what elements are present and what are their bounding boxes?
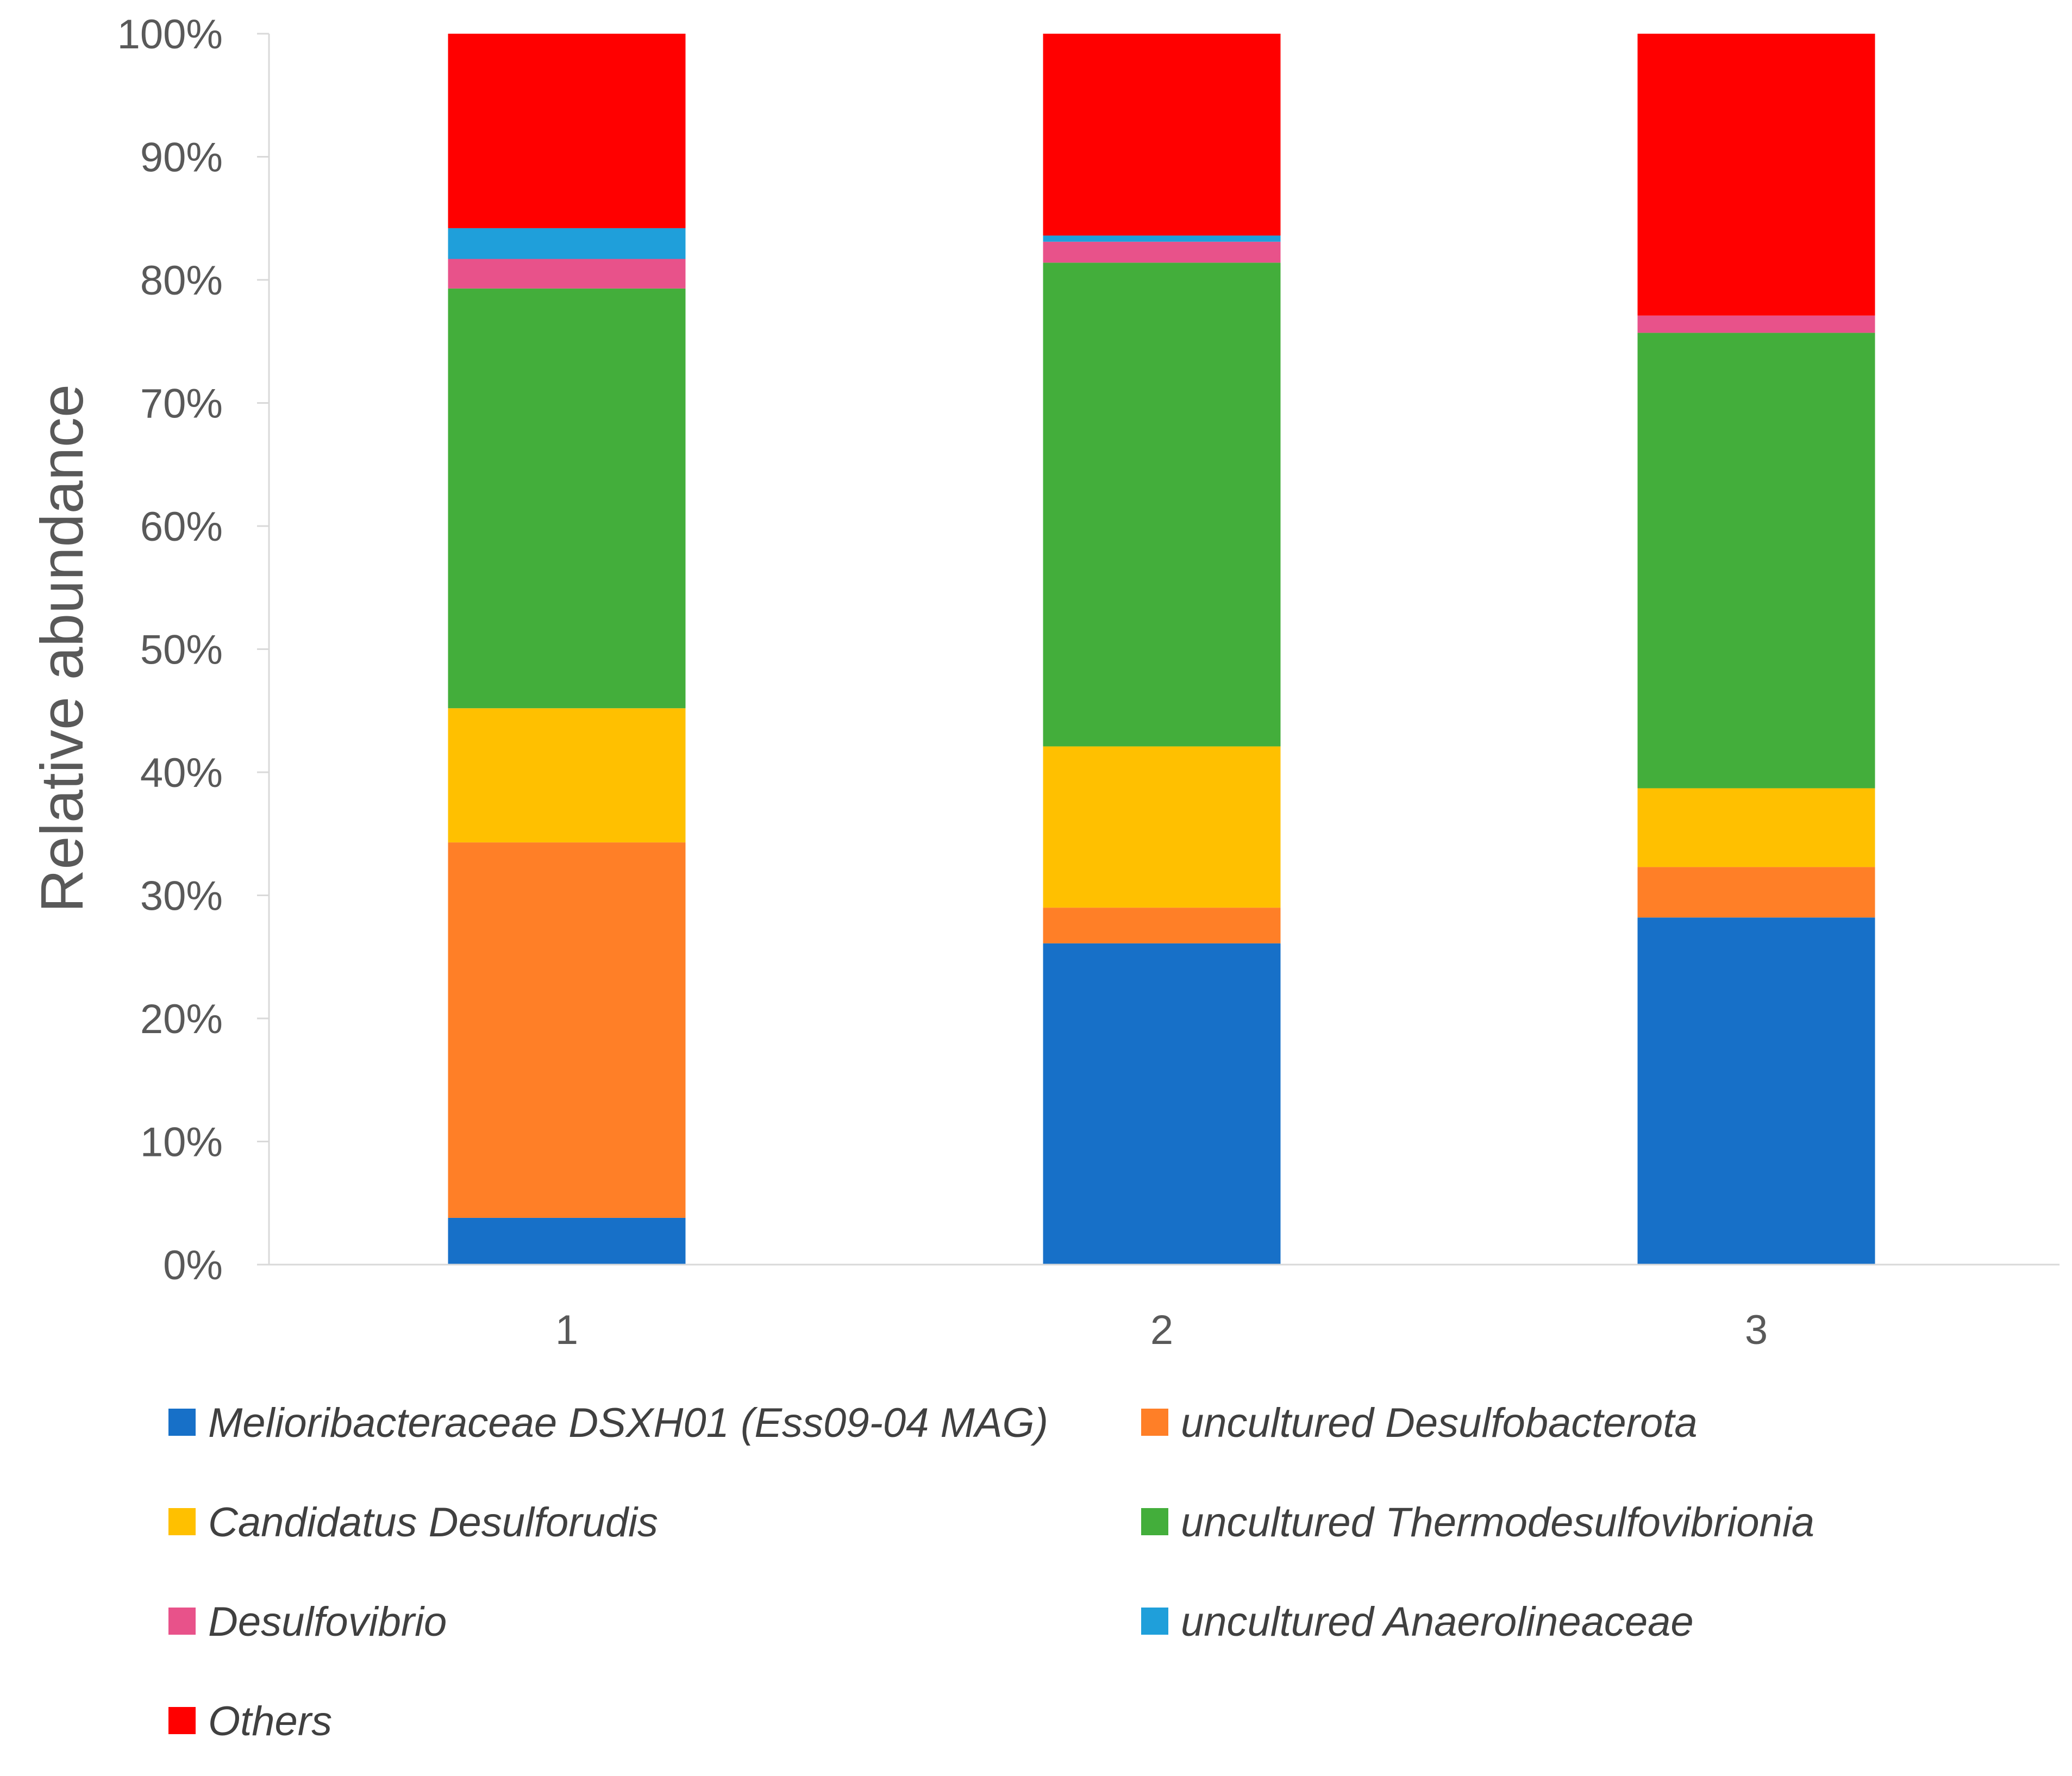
y-axis-ticks: 0% 10% 20% 30% 40% 50% 60% 70% 80% 90% 100% <box>117 11 269 1289</box>
x-tick-label: 3 <box>1745 1307 1768 1353</box>
legend-label: Melioribacteraceae DSXH01 (Ess09-04 MAG) <box>208 1400 1048 1446</box>
legend-swatch <box>168 1409 196 1436</box>
bar-segment <box>448 34 686 228</box>
bar-segment <box>1043 908 1281 943</box>
bars <box>448 34 1875 1265</box>
legend-label: uncultured Thermodesulfovibrionia <box>1181 1499 1814 1546</box>
axes <box>268 34 2060 1266</box>
legend-item: Others <box>168 1698 332 1744</box>
x-tick-label: 1 <box>555 1307 578 1353</box>
bar-segment <box>448 288 686 709</box>
legend-item: Melioribacteraceae DSXH01 (Ess09-04 MAG) <box>168 1400 1048 1446</box>
y-tick-label: 20% <box>140 996 223 1042</box>
x-tick-label: 2 <box>1150 1307 1173 1353</box>
bar-segment <box>1043 746 1281 908</box>
bar-segment <box>448 228 686 259</box>
bar-segment <box>1637 917 1875 1265</box>
bar-segment <box>1043 262 1281 747</box>
y-tick-label: 80% <box>140 258 223 304</box>
legend-swatch <box>168 1508 196 1535</box>
bar-segment <box>1043 34 1281 236</box>
legend-item: Candidatus Desulforudis <box>168 1499 658 1546</box>
legend-swatch <box>168 1608 196 1635</box>
legend-swatch <box>168 1707 196 1734</box>
bar-segment <box>1043 235 1281 242</box>
y-tick-label: 0% <box>163 1242 223 1289</box>
y-tick-label: 30% <box>140 873 223 920</box>
legend-swatch <box>1141 1608 1168 1635</box>
legend-label: Others <box>208 1698 332 1744</box>
bar-segment <box>448 259 686 289</box>
bar-segment <box>1637 34 1875 316</box>
y-tick-label: 70% <box>140 381 223 427</box>
legend: Melioribacteraceae DSXH01 (Ess09-04 MAG)… <box>168 1400 1814 1744</box>
y-tick-label: 40% <box>140 750 223 796</box>
bar-segment <box>448 708 686 843</box>
legend-item: uncultured Anaerolineaceae <box>1141 1599 1694 1645</box>
y-tick-label: 90% <box>140 135 223 181</box>
legend-item: Desulfovibrio <box>168 1599 447 1645</box>
bar-segment <box>1043 943 1281 1265</box>
legend-label: uncultured Desulfobacterota <box>1181 1400 1698 1446</box>
bar-segment <box>1043 241 1281 263</box>
bar-segment <box>448 1217 686 1265</box>
x-axis-ticks: 1 2 3 <box>555 1307 1768 1353</box>
y-axis-title: Relative abundance <box>29 384 96 912</box>
y-tick-label: 10% <box>140 1120 223 1166</box>
y-tick-label: 60% <box>140 504 223 550</box>
y-tick-label: 50% <box>140 627 223 673</box>
bar-segment <box>1637 788 1875 867</box>
legend-label: Desulfovibrio <box>208 1599 447 1645</box>
legend-label: Candidatus Desulforudis <box>208 1499 658 1546</box>
bar-segment <box>1637 315 1875 333</box>
legend-item: uncultured Thermodesulfovibrionia <box>1141 1499 1814 1546</box>
legend-item: uncultured Desulfobacterota <box>1141 1400 1698 1446</box>
bar-segment <box>448 842 686 1218</box>
bar-segment <box>1637 333 1875 789</box>
y-axis-title-group: Relative abundance <box>29 384 96 912</box>
legend-swatch <box>1141 1508 1168 1535</box>
legend-label: uncultured Anaerolineaceae <box>1181 1599 1694 1645</box>
legend-swatch <box>1141 1409 1168 1436</box>
y-tick-label: 100% <box>117 11 223 58</box>
bar-segment <box>1637 867 1875 918</box>
